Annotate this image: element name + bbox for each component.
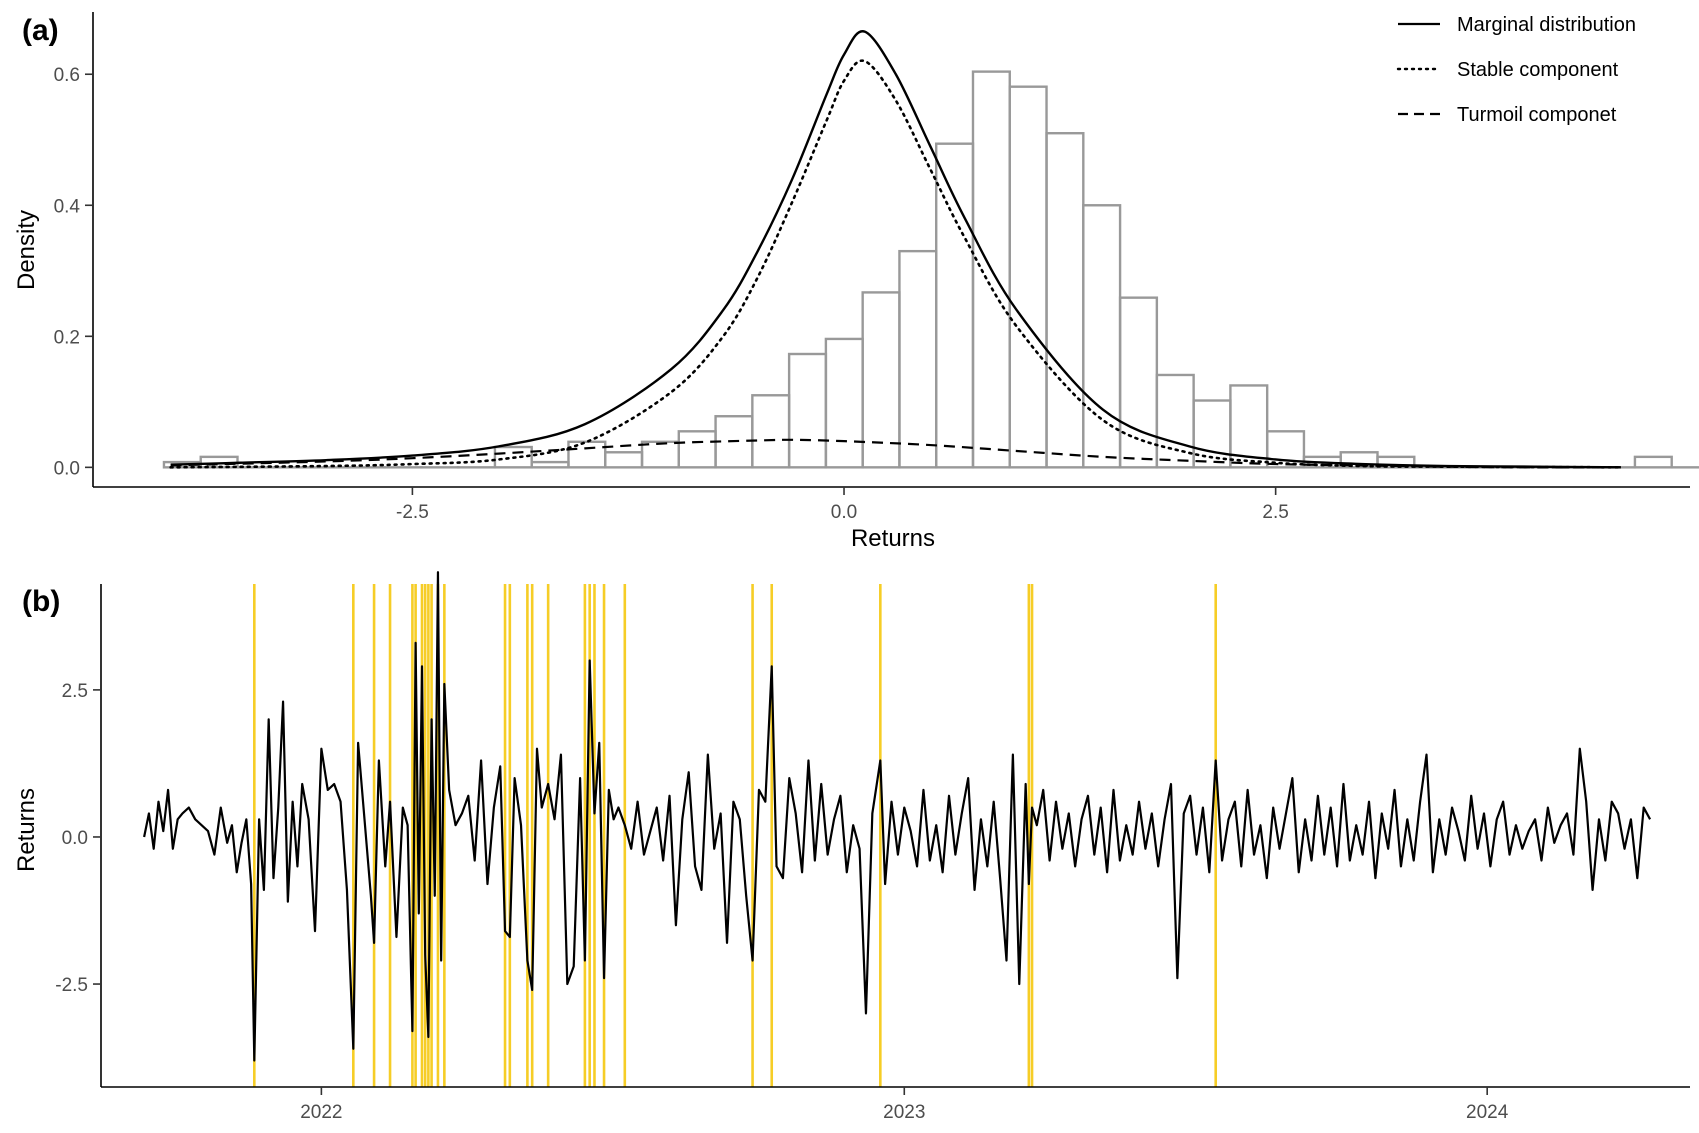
histogram-bar [1045,132,1085,469]
x-axis-title: Returns [851,525,935,552]
y-tick-label-b: 0.0 [62,828,88,849]
histogram-bars [162,70,1699,469]
histogram-bar [1155,373,1195,469]
histogram-bar [640,440,680,469]
panel-a-histogram: (a) 0.0 0.2 0.4 0.6 -2.5 0.0 2.5 Returns Dens… [13,12,1699,552]
histogram-bar [787,352,828,469]
histogram-bar [530,460,570,469]
y-tick-label: 0.6 [54,65,80,86]
legend: Marginal distribution Stable component T… [1396,14,1636,126]
y-axis-ticks-b: -2.5 0.0 2.5 [55,681,101,996]
panel-b-timeseries: (b) -2.5 0.0 2.5 2022 2023 2024 Returns [13,571,1690,1123]
legend-label-turmoil: Turmoil componet [1457,104,1617,126]
histogram-bar [677,430,717,469]
curve-stable [169,59,1623,469]
legend-item-stable: Stable component [1396,59,1619,81]
curve-marginal [170,30,1621,469]
x-tick-label-b: 2024 [1466,1102,1509,1123]
x-tick-label: -2.5 [396,502,429,523]
panel-a-label: (a) [22,14,59,47]
legend-label-marginal: Marginal distribution [1457,14,1636,36]
y-tick-label: 0.0 [54,458,80,479]
histogram-bar [751,394,791,469]
y-tick-label-b: -2.5 [55,975,88,996]
panel-b-label: (b) [22,585,60,618]
histogram-bar [898,249,938,469]
histogram-bar [1633,455,1673,469]
legend-item-marginal: Marginal distribution [1398,14,1636,36]
histogram-bar [1376,455,1416,469]
returns-series-line [143,571,1652,1062]
legend-label-stable: Stable component [1457,59,1619,81]
histogram-bar [1082,204,1122,469]
histogram-bar [861,291,901,469]
x-tick-label: 2.5 [1262,502,1288,523]
returns-line [143,571,1652,1062]
y-axis-title-b: Returns [13,788,40,872]
y-axis-ticks: 0.0 0.2 0.4 0.6 [54,65,93,479]
curve-turmoil [170,438,1621,469]
x-axis-ticks: -2.5 0.0 2.5 [396,487,1289,523]
x-tick-label-b: 2023 [883,1102,925,1123]
x-tick-label-b: 2022 [300,1102,342,1123]
legend-item-turmoil: Turmoil componet [1398,104,1617,126]
histogram-bar [604,451,644,469]
density-curves [169,30,1623,469]
histogram-bar [1265,430,1306,469]
y-axis-title: Density [13,210,40,290]
y-tick-label-b: 2.5 [62,681,88,702]
y-tick-label: 0.2 [54,327,80,348]
histogram-bar [1229,384,1269,469]
x-axis-ticks-b: 2022 2023 2024 [300,1087,1509,1123]
histogram-bar [1008,85,1048,469]
x-tick-label: 0.0 [831,502,857,523]
histogram-bar [493,445,533,469]
histogram-bar [1118,296,1159,469]
y-tick-label: 0.4 [54,196,81,217]
histogram-bar [824,337,864,469]
